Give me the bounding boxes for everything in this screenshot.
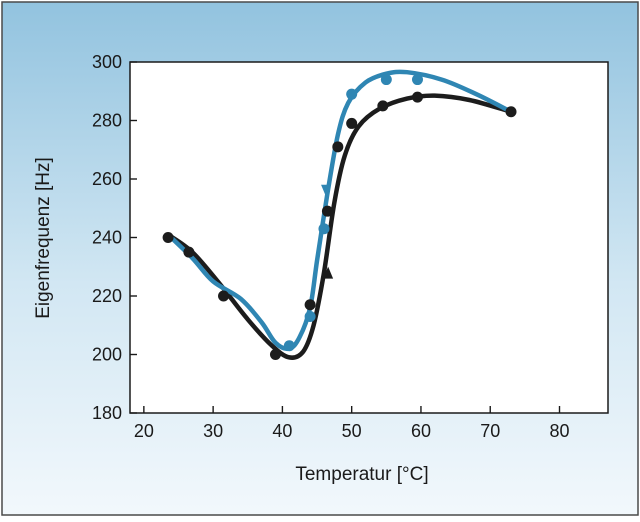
data-point-cooling [411,74,423,86]
y-tick-label: 260 [92,169,122,189]
arrow-down-icon [321,184,332,197]
arrow-up-icon [323,266,334,279]
data-point-heating [321,205,333,217]
y-tick-label: 280 [92,111,122,131]
y-axis-label: Eigenfrequenz [Hz] [33,157,54,319]
x-tick-label: 70 [480,421,500,441]
y-tick-label: 200 [92,345,122,365]
data-point-cooling [304,310,316,322]
y-axis-ticks: 180 200 220 240 260 280 300 [92,52,137,423]
x-axis-ticks: 20 30 40 50 60 70 80 [134,406,570,441]
data-point-heating [162,232,174,243]
direction-arrows [321,184,334,279]
x-tick-label: 50 [342,421,362,441]
x-tick-label: 30 [203,421,223,441]
y-tick-label: 240 [92,228,122,248]
data-point-cooling [346,88,358,100]
data-point-cooling [380,74,392,86]
y-tick-label: 300 [92,52,122,72]
data-point-heating [218,290,230,302]
y-tick-label: 220 [92,286,122,306]
data-point-cooling [318,223,330,235]
series-line-cooling [165,69,514,352]
data-point-cooling [283,340,295,352]
plot-area [129,61,609,414]
y-tick-label: 180 [92,403,122,423]
x-tick-label: 60 [411,421,431,441]
x-tick-label: 20 [134,421,154,441]
data-point-heating [346,117,358,129]
data-point-heating [183,246,195,258]
data-point-heating [411,91,423,103]
x-axis-label: Temperatur [°C] [295,464,428,485]
series-markers [162,74,517,360]
data-point-heating [377,100,389,112]
data-point-heating [304,299,316,311]
x-tick-label: 80 [549,421,569,441]
x-tick-label: 40 [272,421,292,441]
data-point-heating [332,141,344,153]
data-point-heating [269,349,281,360]
data-point-heating [505,106,517,118]
